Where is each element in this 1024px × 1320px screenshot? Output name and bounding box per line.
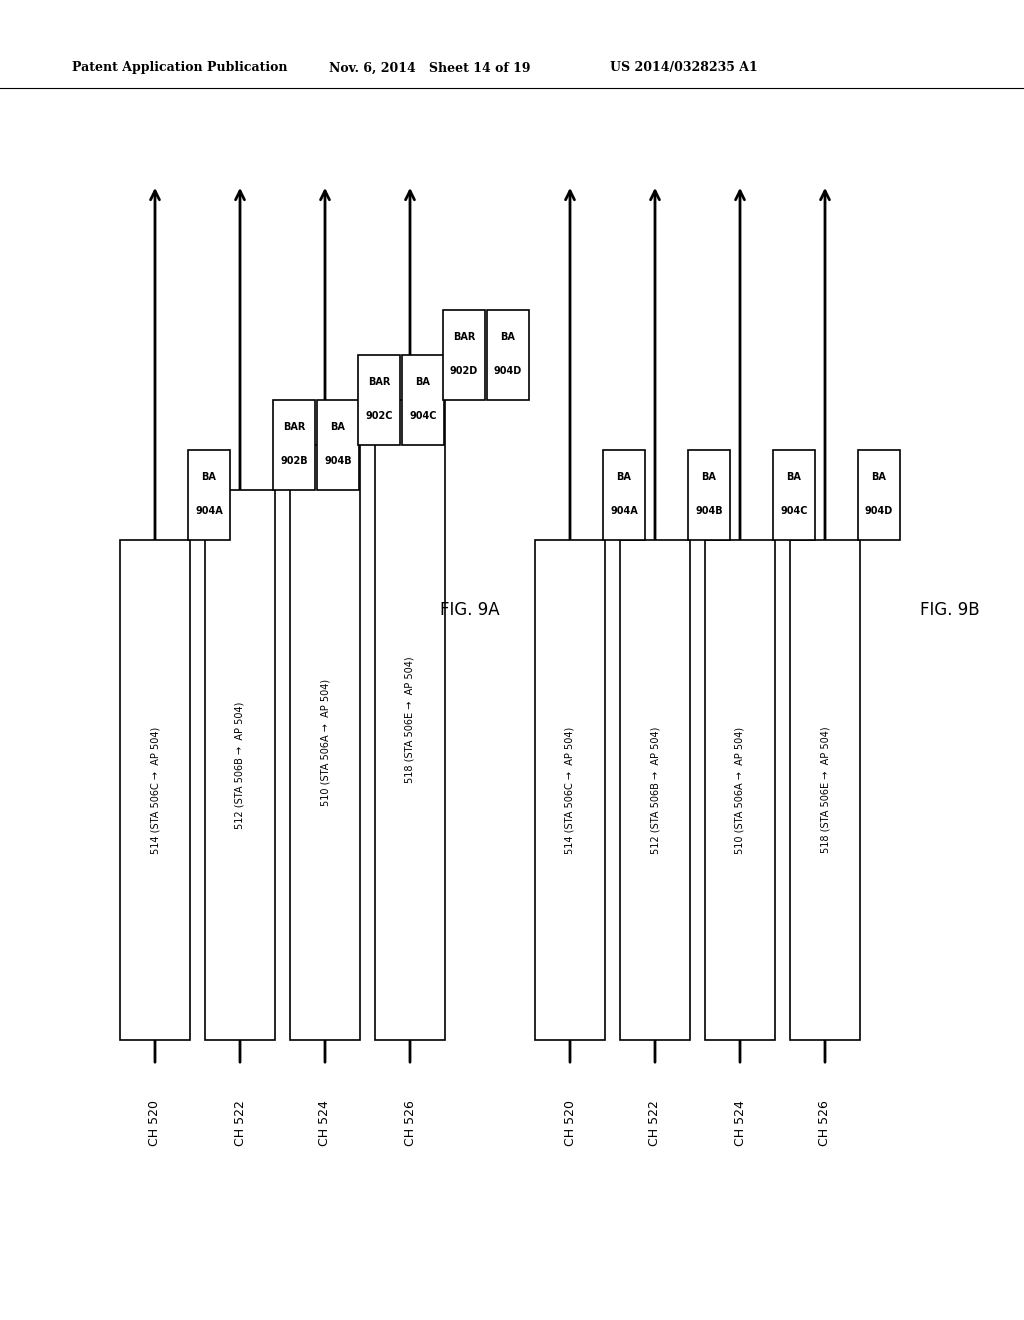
Text: CH 526: CH 526 bbox=[403, 1100, 417, 1146]
Text: 904D: 904D bbox=[494, 366, 522, 376]
Text: CH 522: CH 522 bbox=[233, 1100, 247, 1146]
Bar bbox=[205, 490, 275, 1040]
Text: 904B: 904B bbox=[325, 457, 352, 466]
Text: FIG. 9A: FIG. 9A bbox=[440, 601, 500, 619]
Text: CH 524: CH 524 bbox=[733, 1100, 746, 1146]
Bar bbox=[487, 310, 529, 400]
Text: US 2014/0328235 A1: US 2014/0328235 A1 bbox=[610, 62, 758, 74]
Text: 904A: 904A bbox=[196, 506, 223, 516]
Bar bbox=[858, 450, 900, 540]
Bar bbox=[443, 310, 485, 400]
Text: 902B: 902B bbox=[281, 457, 308, 466]
Text: BA: BA bbox=[701, 473, 717, 482]
Bar bbox=[688, 450, 730, 540]
Bar bbox=[188, 450, 230, 540]
Text: BAR: BAR bbox=[283, 422, 305, 432]
Bar bbox=[402, 355, 444, 445]
Text: 518 (STA 506E →  AP 504): 518 (STA 506E → AP 504) bbox=[820, 727, 830, 853]
Text: 510 (STA 506A →  AP 504): 510 (STA 506A → AP 504) bbox=[319, 678, 330, 807]
Text: 902C: 902C bbox=[366, 412, 393, 421]
Bar bbox=[603, 450, 645, 540]
Text: Nov. 6, 2014   Sheet 14 of 19: Nov. 6, 2014 Sheet 14 of 19 bbox=[330, 62, 530, 74]
Text: BA: BA bbox=[786, 473, 802, 482]
Bar bbox=[535, 540, 605, 1040]
Text: BA: BA bbox=[202, 473, 216, 482]
Text: BA: BA bbox=[501, 333, 515, 342]
Text: 904B: 904B bbox=[695, 506, 723, 516]
Bar bbox=[705, 540, 775, 1040]
Bar bbox=[358, 355, 400, 445]
Text: CH 520: CH 520 bbox=[563, 1100, 577, 1146]
Text: 512 (STA 506B →  AP 504): 512 (STA 506B → AP 504) bbox=[234, 701, 245, 829]
Text: 512 (STA 506B →  AP 504): 512 (STA 506B → AP 504) bbox=[650, 726, 660, 854]
Bar bbox=[773, 450, 815, 540]
Text: BAR: BAR bbox=[453, 333, 475, 342]
Text: BAR: BAR bbox=[368, 378, 390, 387]
Bar bbox=[317, 400, 359, 490]
Text: BA: BA bbox=[416, 378, 430, 387]
Text: CH 526: CH 526 bbox=[818, 1100, 831, 1146]
Bar bbox=[620, 540, 690, 1040]
Text: 510 (STA 506A →  AP 504): 510 (STA 506A → AP 504) bbox=[735, 726, 745, 854]
Text: 902D: 902D bbox=[450, 366, 478, 376]
Text: 518 (STA 506E →  AP 504): 518 (STA 506E → AP 504) bbox=[406, 656, 415, 783]
Text: FIG. 9B: FIG. 9B bbox=[921, 601, 980, 619]
Bar bbox=[790, 540, 860, 1040]
Text: 904C: 904C bbox=[780, 506, 808, 516]
Text: BA: BA bbox=[331, 422, 345, 432]
Bar bbox=[290, 445, 360, 1040]
Text: CH 522: CH 522 bbox=[648, 1100, 662, 1146]
Text: Patent Application Publication: Patent Application Publication bbox=[72, 62, 288, 74]
Bar bbox=[375, 400, 445, 1040]
Text: 904A: 904A bbox=[610, 506, 638, 516]
Bar bbox=[120, 540, 190, 1040]
Bar bbox=[273, 400, 315, 490]
Text: CH 520: CH 520 bbox=[148, 1100, 162, 1146]
Text: CH 524: CH 524 bbox=[318, 1100, 332, 1146]
Text: BA: BA bbox=[616, 473, 632, 482]
Text: 514 (STA 506C →  AP 504): 514 (STA 506C → AP 504) bbox=[150, 726, 160, 854]
Text: 514 (STA 506C →  AP 504): 514 (STA 506C → AP 504) bbox=[565, 726, 575, 854]
Text: 904C: 904C bbox=[410, 412, 437, 421]
Text: 904D: 904D bbox=[865, 506, 893, 516]
Text: BA: BA bbox=[871, 473, 887, 482]
